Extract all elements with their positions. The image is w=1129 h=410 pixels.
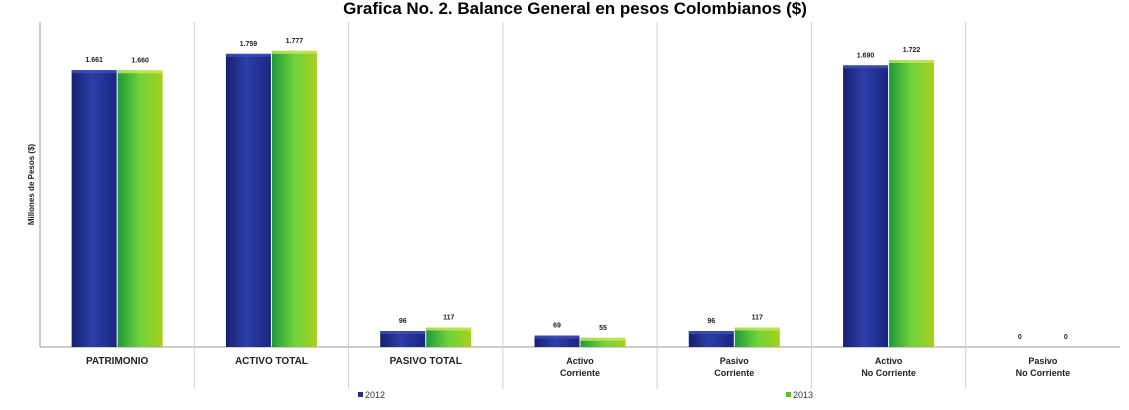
x-tick-label: Activo xyxy=(566,356,594,366)
legend-swatch-2013 xyxy=(786,392,791,397)
x-tick-label: Activo xyxy=(875,356,903,366)
bar-cap-2012-4 xyxy=(688,331,734,334)
x-tick-label: Corriente xyxy=(560,368,600,378)
chart-title: Grafica No. 2. Balance General en pesos … xyxy=(343,0,807,18)
bar-2013-2 xyxy=(426,327,472,347)
x-tick-label: ACTIVO TOTAL xyxy=(235,356,308,367)
x-tick-label: PATRIMONIO xyxy=(86,356,149,367)
data-label-2012-2: 96 xyxy=(399,318,407,325)
bar-cap-2012-1 xyxy=(225,53,271,57)
x-tick-label: PASIVO TOTAL xyxy=(390,356,462,367)
x-tick-label: No Corriente xyxy=(861,368,916,378)
legend-swatch-2012 xyxy=(358,392,363,397)
data-label-2012-6: 0 xyxy=(1018,334,1022,341)
x-tick-label: Corriente xyxy=(714,368,754,378)
bar-2012-4 xyxy=(688,331,734,347)
data-label-2013-5: 1.722 xyxy=(903,47,921,54)
bar-cap-2013-1 xyxy=(271,50,317,54)
bar-cap-2013-5 xyxy=(889,60,935,63)
bar-cap-2013-2 xyxy=(426,327,472,331)
bar-2013-1 xyxy=(271,50,317,347)
data-label-2013-2: 117 xyxy=(443,315,454,322)
bar-2013-0 xyxy=(117,70,163,347)
bar-cap-2012-5 xyxy=(843,65,889,69)
bar-2012-3 xyxy=(534,335,580,347)
legend-label-2012: 2012 xyxy=(365,390,385,400)
data-label-2013-0: 1.660 xyxy=(131,57,149,64)
bar-2012-1 xyxy=(225,53,271,347)
x-tick-label: No Corriente xyxy=(1016,368,1071,378)
bar-2013-3 xyxy=(580,337,626,347)
bar-cap-2012-3 xyxy=(534,335,580,339)
x-tick-label: Pasivo xyxy=(720,356,750,366)
data-label-2012-5: 1.690 xyxy=(857,52,875,59)
x-tick-label: Pasivo xyxy=(1028,356,1058,366)
bar-2013-5 xyxy=(889,60,935,347)
bar-cap-2012-0 xyxy=(71,70,117,74)
data-label-2013-6: 0 xyxy=(1064,334,1068,341)
bar-2012-5 xyxy=(843,65,889,347)
data-label-2013-4: 117 xyxy=(752,315,763,322)
bar-cap-2013-3 xyxy=(580,337,626,341)
bar-cap-2013-0 xyxy=(117,70,163,74)
data-label-2012-1: 1.759 xyxy=(240,41,258,48)
legend-label-2013: 2013 xyxy=(793,390,813,400)
bar-2012-2 xyxy=(380,331,426,347)
data-label-2012-4: 96 xyxy=(707,318,715,325)
data-label-2013-3: 55 xyxy=(599,325,607,332)
bar-2013-4 xyxy=(734,327,780,347)
data-label-2012-3: 69 xyxy=(553,323,561,330)
bar-cap-2013-4 xyxy=(734,327,780,331)
data-label-2012-0: 1.661 xyxy=(85,57,103,64)
bar-2012-0 xyxy=(71,70,117,348)
data-label-2013-1: 1.777 xyxy=(286,38,304,45)
bar-cap-2012-2 xyxy=(380,331,426,334)
y-axis-label: Millones de Pesos ($) xyxy=(27,143,36,225)
